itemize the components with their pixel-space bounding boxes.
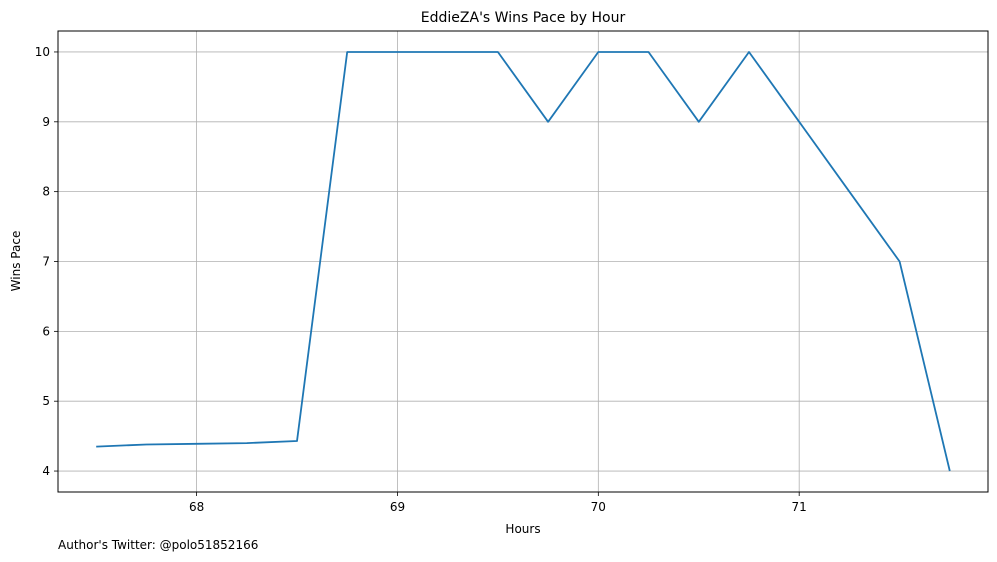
- y-tick-label: 10: [35, 45, 50, 59]
- x-tick-label: 71: [792, 500, 807, 514]
- x-axis-label: Hours: [505, 522, 540, 536]
- x-tick-label: 68: [189, 500, 204, 514]
- grid: [58, 31, 988, 492]
- x-tick-label: 69: [390, 500, 405, 514]
- x-tick-label: 70: [591, 500, 606, 514]
- series-line: [96, 51, 951, 472]
- y-tick-label: 5: [42, 394, 50, 408]
- chart-title: EddieZA's Wins Pace by Hour: [421, 10, 626, 26]
- y-axis-label: Wins Pace: [9, 231, 23, 292]
- axis-ticks: 68 69 70 71 4 5 6 7 8 9 10: [35, 45, 807, 514]
- y-tick-label: 6: [42, 324, 50, 338]
- author-credit: Author's Twitter: @polo51852166: [58, 538, 259, 552]
- y-tick-label: 8: [42, 185, 50, 199]
- y-tick-label: 4: [42, 464, 50, 478]
- y-tick-label: 7: [42, 255, 50, 269]
- data-series: [96, 51, 951, 472]
- y-tick-label: 9: [42, 115, 50, 129]
